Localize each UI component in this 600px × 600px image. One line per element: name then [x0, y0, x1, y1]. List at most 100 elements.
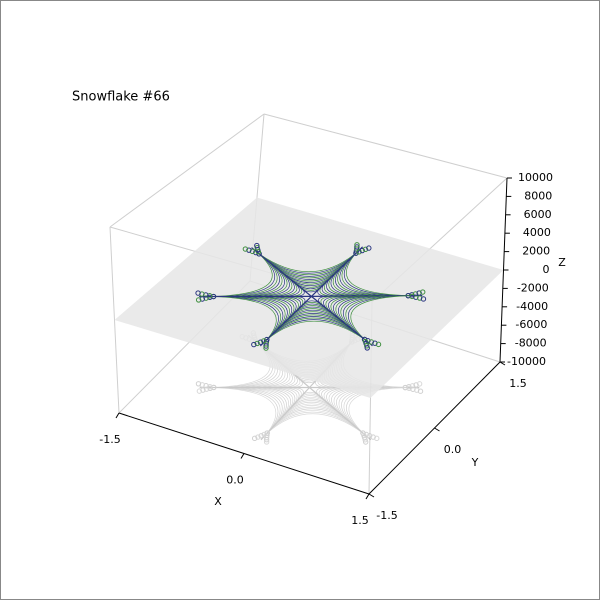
snowflake-curve: [285, 376, 301, 388]
z-tick-label: -10000: [507, 355, 546, 368]
snowflake-tip: [417, 388, 424, 394]
snowflake-curve: [266, 413, 364, 434]
snowflake-curve: [288, 400, 337, 411]
snowflake-curve: [285, 387, 302, 399]
snowflake-curve: [243, 266, 285, 297]
snowflake-curve: [301, 391, 320, 397]
snowflake-curve: [278, 269, 340, 282]
snowflake-tip: [200, 387, 206, 393]
snowflake-arm: [309, 387, 372, 441]
snowflake-tip: [257, 339, 264, 345]
snowflake-curve: [267, 387, 296, 408]
snowflake-curve: [321, 387, 340, 402]
snowflake-curve: [249, 387, 289, 417]
snowflake-tip: [370, 434, 376, 440]
z-tick-label: 4000: [523, 226, 551, 239]
snowflake-curve: [218, 387, 279, 431]
snowflake-tip: [199, 382, 205, 388]
snowflake-tip: [409, 383, 416, 389]
snowflake-tip: [359, 247, 365, 254]
snowflake-curve: [288, 308, 339, 319]
snowflake-curve: [243, 296, 288, 327]
snowflake-tip: [203, 383, 209, 389]
snowflake-curve: [261, 387, 294, 411]
snowflake-curve: [345, 295, 397, 335]
snowflake-tip: [195, 381, 202, 387]
snowflake-curve: [237, 263, 283, 297]
x-tick-label: 0.0: [226, 474, 244, 487]
snowflake-curve: [268, 319, 362, 338]
snowflake-tip: [249, 248, 256, 255]
snowflake-curve: [268, 260, 349, 277]
snowflake-curve: [279, 387, 300, 402]
snowflake-curve: [348, 295, 404, 338]
snowflake-tip: [356, 249, 362, 255]
snowflake-curve: [337, 263, 385, 297]
snowflake-tip: [196, 388, 203, 394]
snowflake-curve: [271, 263, 346, 279]
snowflake-curve: [231, 261, 280, 297]
snowflake-tip: [203, 295, 209, 301]
snowflake-tip: [263, 434, 270, 441]
snowflake-tip: [261, 431, 267, 438]
snowflake-curve: [335, 295, 373, 324]
snowflake-tip: [242, 246, 249, 252]
snowflake-curve: [343, 295, 391, 332]
snowflake-curve: [243, 387, 287, 420]
snowflake-curve: [212, 296, 277, 341]
snowflake-curve: [218, 296, 279, 338]
snowflake-curve: [292, 387, 304, 397]
snowflake-tip: [406, 384, 412, 390]
snowflake-tip: [366, 245, 372, 251]
snowflake-arm: [259, 295, 312, 347]
snowflake-tip: [375, 341, 382, 348]
snowflake-tip: [416, 381, 423, 387]
snowflake-tip: [254, 340, 260, 347]
snowflake-curve: [316, 387, 327, 397]
snowflake-tip: [362, 246, 369, 253]
y-tick-label: -1.5: [376, 509, 397, 522]
snowflake-curve: [261, 255, 354, 274]
snowflake-tip: [361, 432, 367, 439]
snowflake-curve: [237, 387, 285, 423]
snowflake-curve: [346, 387, 401, 431]
z-tick-label: -4000: [516, 300, 548, 313]
snowflake-curve: [225, 296, 282, 335]
snowflake-curve: [225, 258, 278, 297]
snowflake-curve: [271, 317, 359, 335]
snowflake-tip: [203, 386, 210, 392]
z-tick-label: 8000: [524, 189, 552, 202]
snowflake-curve: [279, 373, 298, 388]
snowflake-tip: [420, 296, 427, 302]
snowflake-tip: [246, 247, 252, 253]
snowflake-tip: [207, 383, 213, 390]
snowflake-tip: [264, 432, 270, 438]
snowflake-curve: [283, 311, 345, 324]
x-axis-label: X: [214, 495, 222, 508]
snowflake-curve: [277, 406, 351, 423]
snowflake-tip: [211, 384, 217, 391]
snowflake-tip: [263, 439, 270, 445]
snowflake-tip: [263, 437, 270, 443]
snowflake-tip: [195, 290, 201, 296]
snowflake-curve: [280, 313, 349, 327]
snowflake-tip: [414, 387, 420, 393]
z-plane: [114, 197, 504, 398]
snowflake-tip: [254, 244, 260, 251]
snowflake-tip: [412, 291, 419, 297]
snowflake-tip: [420, 289, 426, 295]
snowflake-curve: [255, 387, 291, 414]
snowflake-tip: [362, 439, 369, 445]
snowflake-curve: [273, 387, 298, 405]
snowflake-tip: [211, 384, 217, 391]
snowflake-curve: [330, 295, 360, 319]
snowflake-curve: [335, 266, 379, 297]
snowflake-curve: [339, 260, 391, 297]
snowflake-tip: [251, 341, 257, 348]
snowflake-tip: [361, 434, 368, 441]
box-edge: [263, 113, 508, 179]
snowflake-curve: [286, 309, 342, 322]
snowflake-curve: [290, 398, 334, 408]
snowflake-curve: [292, 378, 303, 388]
